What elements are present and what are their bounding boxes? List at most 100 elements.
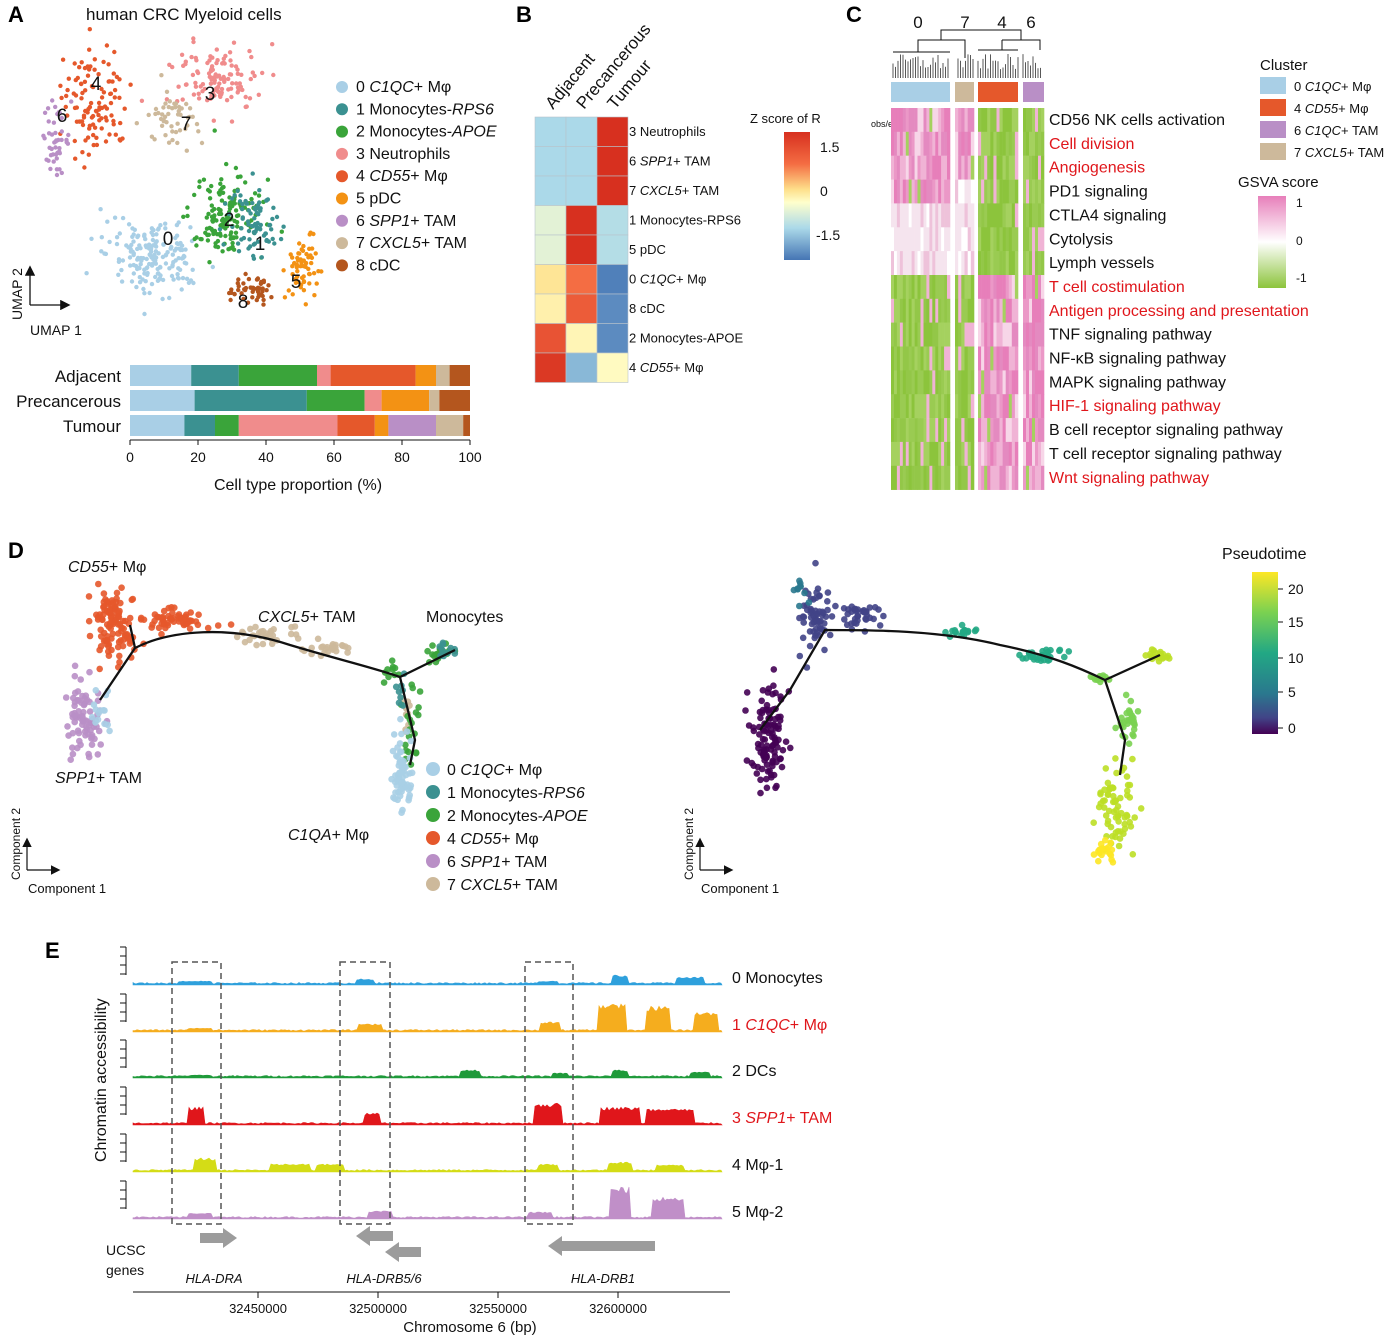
- heatmap-c-cell: [1032, 346, 1036, 371]
- heatmap-b-cell: [565, 352, 598, 383]
- trajectory-point-cluster-0: [106, 727, 113, 735]
- umap-point-cluster-0: [155, 227, 161, 232]
- heatmap-c-cell: [938, 346, 942, 371]
- heatmap-c-cell: [993, 227, 997, 252]
- umap-point-cluster-3: [229, 119, 235, 124]
- heatmap-c-cell: [908, 298, 912, 323]
- heatmap-c-cell: [964, 465, 968, 490]
- umap-cluster-number: 8: [238, 292, 249, 313]
- trajectory-point-cluster-4: [194, 621, 202, 629]
- umap-point-cluster-0: [131, 232, 136, 237]
- track-label-4: 4 Mφ-1: [732, 1157, 783, 1174]
- trajectory-legend-label: 1 Monocytes-RPS6: [447, 785, 585, 802]
- heatmap-c-cell: [947, 131, 951, 156]
- umap-point-cluster-3: [190, 72, 196, 78]
- umap-point-cluster-0: [134, 284, 139, 290]
- heatmap-c-cell: [1011, 441, 1016, 467]
- umap-point-cluster-0: [116, 259, 122, 264]
- umap-point-cluster-1: [226, 211, 232, 217]
- bar-segment-precancerous-8: [439, 390, 470, 411]
- umap-point-cluster-5: [304, 251, 309, 257]
- heatmap-c-cell: [970, 418, 975, 443]
- heatmap-c-cell: [894, 227, 898, 252]
- heatmap-c-cell: [1014, 322, 1019, 347]
- umap-point-cluster-1: [246, 246, 251, 251]
- heatmap-c-cell: [990, 394, 994, 419]
- trajectory-point-cluster-4: [171, 604, 178, 611]
- umap-point-cluster-4: [88, 100, 94, 106]
- trajectory-point-cluster-4: [118, 584, 125, 591]
- heatmap-c-cell: [911, 155, 915, 180]
- heatmap-c-cell: [987, 179, 991, 204]
- trajectory-point-cluster-1: [395, 699, 403, 707]
- umap-point-cluster-1: [243, 198, 248, 204]
- umap-point-cluster-1: [229, 196, 235, 201]
- heatmap-b-cell: [534, 205, 567, 236]
- heatmap-c-cell: [935, 394, 939, 419]
- heatmap-c-cell: [935, 370, 939, 395]
- heatmap-c-cell: [984, 251, 988, 276]
- heatmap-c-cell: [1014, 108, 1019, 133]
- heatmap-c-cell: [947, 322, 951, 347]
- umap-point-cluster-1: [232, 193, 237, 198]
- trajectory-point-cluster-0: [388, 775, 395, 783]
- heatmap-c-cell: [894, 394, 898, 419]
- heatmap-c-cell: [1032, 179, 1036, 204]
- umap-point-cluster-6: [48, 153, 54, 158]
- heatmap-c-cell: [967, 465, 972, 490]
- umap-point-cluster-3: [216, 89, 221, 95]
- heatmap-c-cell: [920, 155, 924, 180]
- heatmap-c-cell: [955, 275, 959, 300]
- umap-point-cluster-7: [158, 116, 164, 122]
- heatmap-c-cell: [1026, 441, 1030, 467]
- heatmap-c-cell: [955, 203, 959, 228]
- umap-point-cluster-4: [94, 135, 99, 140]
- heatmap-c-cell: [1026, 227, 1030, 252]
- legend-swatch-cluster-0: [336, 81, 348, 93]
- heatmap-c-cell: [1011, 322, 1016, 347]
- trajectory-point-cluster-4: [116, 652, 123, 660]
- heatmap-c-cell: [894, 251, 898, 276]
- umap-point-cluster-2: [219, 177, 224, 182]
- trajectory-point-pseudotime: [942, 628, 949, 636]
- umap-cluster-number: 1: [255, 234, 266, 255]
- bar-x-tick-label: 80: [394, 449, 410, 465]
- trajectory-point-pseudotime: [796, 602, 803, 610]
- trajectory-point-pseudotime: [1124, 792, 1131, 799]
- heatmap-c-cell: [990, 155, 994, 180]
- heatmap-c-cell: [926, 322, 930, 347]
- pathway-label: MAPK signaling pathway: [1049, 374, 1226, 391]
- heatmap-c-cell: [1023, 251, 1027, 276]
- heatmap-c-cell: [999, 251, 1003, 276]
- heatmap-c-cell: [964, 298, 968, 323]
- trajectory-point-pseudotime: [1104, 817, 1112, 825]
- heatmap-c-cell: [938, 179, 942, 204]
- heatmap-c-cell: [914, 275, 918, 300]
- heatmap-c-cell: [1002, 322, 1006, 347]
- heatmap-c-cell: [905, 346, 910, 371]
- umap-point-cluster-3: [179, 52, 185, 57]
- trajectory-point-pseudotime: [765, 685, 773, 692]
- umap-point-cluster-3: [270, 42, 275, 47]
- trajectory-point-cluster-7: [287, 630, 295, 638]
- cluster-legend-swatch: [1260, 143, 1286, 160]
- bar-segment-tumour-3: [238, 415, 338, 436]
- umap-point-cluster-2: [218, 233, 223, 238]
- heatmap-c-cell: [1008, 370, 1013, 395]
- heatmap-c-cell: [917, 251, 921, 276]
- heatmap-c-cell: [1035, 179, 1039, 204]
- trajectory-point-pseudotime: [750, 762, 757, 769]
- umap-point-cluster-7: [163, 133, 168, 138]
- umap-point-cluster-0: [142, 311, 147, 317]
- heatmap-c-cell: [1029, 108, 1033, 133]
- heatmap-c-cell: [990, 370, 994, 395]
- heatmap-c-cell: [896, 155, 901, 180]
- heatmap-c-cell: [920, 275, 924, 300]
- heatmap-c-cell: [978, 227, 982, 252]
- umap-point-cluster-0: [131, 239, 136, 244]
- trajectory-point-pseudotime: [821, 646, 828, 654]
- umap-point-cluster-7: [169, 124, 174, 129]
- umap-point-cluster-2: [198, 236, 203, 242]
- trajectory-point-cluster-4: [120, 636, 127, 643]
